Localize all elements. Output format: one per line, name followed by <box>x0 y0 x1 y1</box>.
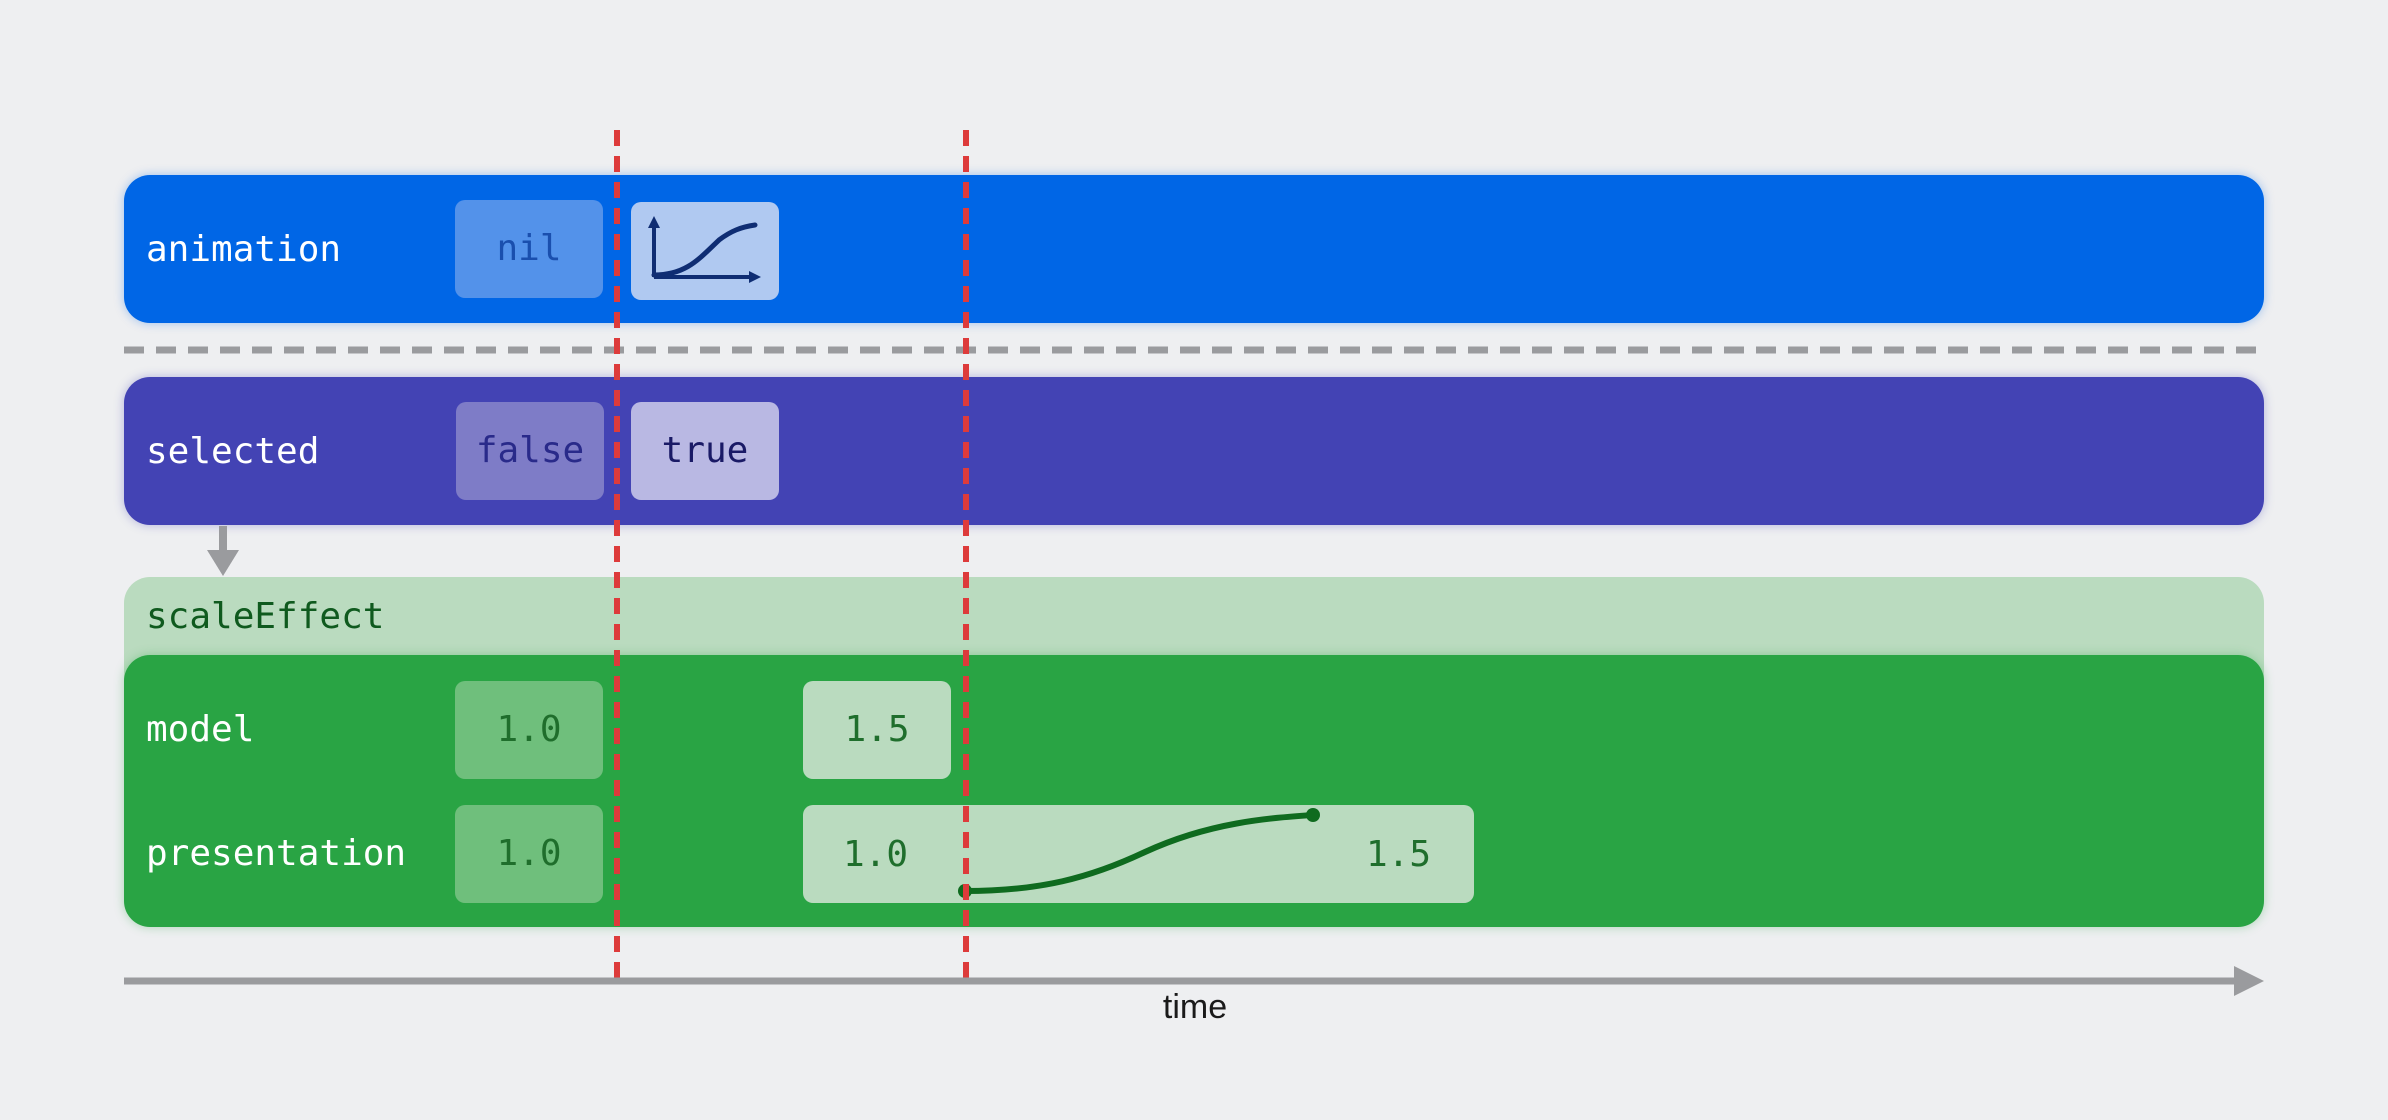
selected-label: selected <box>146 431 320 472</box>
animation-nil-text: nil <box>496 228 562 269</box>
presentation-value-1: 1.0 <box>496 833 562 874</box>
selected-true-text: true <box>661 430 749 471</box>
dependency-arrow-icon <box>207 526 239 576</box>
time-axis-label: time <box>1162 988 1228 1026</box>
model-value-chip-1: 1.0 <box>455 681 603 779</box>
animation-label: animation <box>146 229 342 270</box>
presentation-value-chip-1: 1.0 <box>455 805 603 903</box>
selected-false-text: false <box>475 430 585 471</box>
presentation-label: presentation <box>146 833 407 874</box>
animation-curve-icon <box>648 216 761 283</box>
selected-row <box>124 377 2264 525</box>
animation-row <box>124 175 2264 323</box>
animation-curve-chip <box>631 202 779 300</box>
selected-false-chip: false <box>456 402 604 500</box>
model-value-2: 1.5 <box>844 709 910 750</box>
presentation-transition-from: 1.0 <box>843 834 909 875</box>
model-value-1: 1.0 <box>496 709 562 750</box>
time-axis-arrow-icon <box>2234 966 2264 996</box>
selected-true-chip: true <box>631 402 779 500</box>
scale-effect-label: scaleEffect <box>146 596 385 637</box>
model-value-chip-2: 1.5 <box>803 681 951 779</box>
model-label: model <box>146 709 255 750</box>
animation-nil-chip: nil <box>455 200 603 298</box>
presentation-transition-to: 1.5 <box>1366 834 1432 875</box>
